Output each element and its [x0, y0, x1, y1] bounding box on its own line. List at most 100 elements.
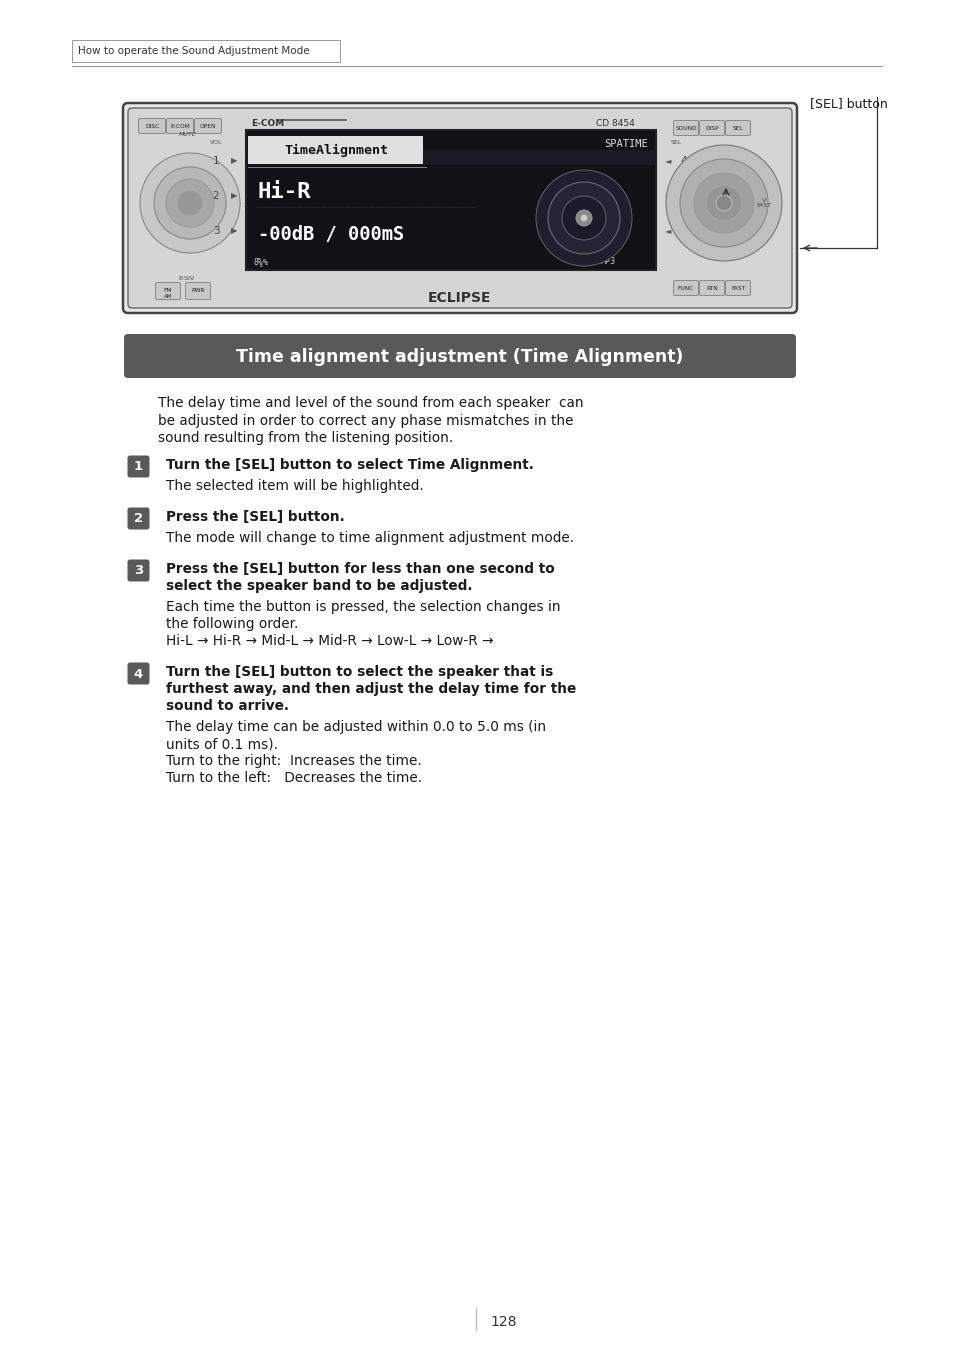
Text: 5: 5	[680, 191, 686, 201]
Text: FUNC: FUNC	[678, 286, 694, 290]
Text: The delay time can be adjusted within 0.0 to 5.0 ms (in: The delay time can be adjusted within 0.…	[166, 720, 545, 734]
Circle shape	[580, 215, 586, 221]
Text: TimeAlignment: TimeAlignment	[284, 144, 388, 157]
Text: CD 8454: CD 8454	[596, 119, 634, 129]
Text: ▶: ▶	[231, 226, 237, 236]
Text: Hi-R: Hi-R	[257, 182, 312, 202]
Text: select the speaker band to be adjusted.: select the speaker band to be adjusted.	[166, 579, 472, 593]
Text: 128: 128	[490, 1314, 516, 1329]
Text: Turn the [SEL] button to select the speaker that is: Turn the [SEL] button to select the spea…	[166, 665, 553, 679]
Text: be adjusted in order to correct any phase mismatches in the: be adjusted in order to correct any phas…	[158, 413, 573, 427]
FancyBboxPatch shape	[699, 280, 723, 295]
Text: FM: FM	[164, 289, 172, 294]
Text: DISP: DISP	[704, 126, 718, 130]
Text: 4: 4	[133, 668, 143, 680]
Text: units of 0.1 ms).: units of 0.1 ms).	[166, 737, 277, 751]
Text: 8⅝%: 8⅝%	[253, 257, 269, 267]
FancyBboxPatch shape	[138, 118, 165, 134]
Text: 1: 1	[133, 461, 143, 473]
Circle shape	[140, 153, 240, 253]
Bar	[246, 150, 656, 165]
Text: The mode will change to time alignment adjustment mode.: The mode will change to time alignment a…	[166, 531, 574, 545]
FancyBboxPatch shape	[128, 560, 150, 581]
Text: ▶: ▶	[231, 191, 237, 201]
Text: The delay time and level of the sound from each speaker  can: The delay time and level of the sound fr…	[158, 396, 583, 411]
Text: RTN: RTN	[705, 286, 717, 290]
Circle shape	[716, 195, 731, 211]
Text: ◄: ◄	[664, 191, 671, 201]
Text: sound to arrive.: sound to arrive.	[166, 699, 289, 713]
Text: SEL: SEL	[670, 140, 680, 145]
Text: OPEN: OPEN	[199, 123, 216, 129]
Text: DISC: DISC	[145, 123, 159, 129]
Circle shape	[665, 145, 781, 262]
Text: 4: 4	[680, 156, 686, 167]
Text: E-COM: E-COM	[251, 119, 284, 129]
FancyBboxPatch shape	[124, 333, 795, 378]
Text: sound resulting from the listening position.: sound resulting from the listening posit…	[158, 431, 453, 444]
Text: VOL: VOL	[210, 140, 222, 145]
Text: Hi-L → Hi-R → Mid-L → Mid-R → Low-L → Low-R →: Hi-L → Hi-R → Mid-L → Mid-R → Low-L → Lo…	[166, 634, 493, 648]
Text: SEL: SEL	[732, 126, 742, 130]
Text: AM: AM	[164, 294, 172, 298]
Text: 3: 3	[213, 226, 219, 236]
Text: ECLIPSE: ECLIPSE	[428, 291, 491, 305]
FancyBboxPatch shape	[128, 108, 791, 308]
FancyBboxPatch shape	[128, 663, 150, 684]
Text: V
FAST: V FAST	[756, 198, 771, 209]
FancyBboxPatch shape	[167, 118, 193, 134]
Text: MUTE: MUTE	[179, 131, 196, 137]
Text: -00dB / 000mS: -00dB / 000mS	[257, 225, 404, 244]
Text: furthest away, and then adjust the delay time for the: furthest away, and then adjust the delay…	[166, 682, 576, 696]
Text: How to operate the Sound Adjustment Mode: How to operate the Sound Adjustment Mode	[78, 46, 310, 57]
FancyBboxPatch shape	[246, 130, 656, 270]
FancyBboxPatch shape	[673, 121, 698, 136]
Text: 6: 6	[680, 226, 686, 236]
Text: The selected item will be highlighted.: The selected item will be highlighted.	[166, 480, 423, 493]
Text: ▶: ▶	[231, 156, 237, 165]
FancyBboxPatch shape	[673, 280, 698, 295]
FancyBboxPatch shape	[155, 282, 180, 299]
FancyBboxPatch shape	[194, 118, 221, 134]
Text: Turn the [SEL] button to select Time Alignment.: Turn the [SEL] button to select Time Ali…	[166, 458, 534, 472]
Text: Press the [SEL] button.: Press the [SEL] button.	[166, 509, 344, 524]
Circle shape	[679, 159, 767, 247]
Text: Press the [SEL] button for less than one second to: Press the [SEL] button for less than one…	[166, 562, 554, 576]
Bar	[248, 136, 422, 164]
Circle shape	[705, 186, 741, 221]
Text: Turn to the left:   Decreases the time.: Turn to the left: Decreases the time.	[166, 771, 421, 785]
Text: ◄: ◄	[664, 156, 671, 165]
FancyBboxPatch shape	[724, 121, 750, 136]
Text: Turn to the right:  Increases the time.: Turn to the right: Increases the time.	[166, 753, 421, 768]
Circle shape	[547, 182, 619, 253]
FancyBboxPatch shape	[128, 508, 150, 530]
Text: Time alignment adjustment (Time Alignment): Time alignment adjustment (Time Alignmen…	[236, 348, 683, 366]
Text: MP3: MP3	[600, 257, 616, 267]
Text: E-SIV: E-SIV	[178, 276, 193, 280]
Circle shape	[166, 179, 213, 228]
Circle shape	[536, 169, 631, 266]
Text: FAST: FAST	[730, 286, 744, 290]
Text: 1: 1	[213, 156, 219, 167]
Circle shape	[177, 190, 203, 215]
Text: 2: 2	[213, 191, 219, 201]
Text: WMA: WMA	[576, 257, 590, 267]
Circle shape	[693, 173, 753, 233]
FancyBboxPatch shape	[724, 280, 750, 295]
FancyBboxPatch shape	[185, 282, 211, 299]
FancyBboxPatch shape	[128, 455, 150, 477]
Text: SPATIME: SPATIME	[603, 140, 647, 149]
Text: [SEL] button: [SEL] button	[809, 98, 887, 110]
FancyBboxPatch shape	[123, 103, 796, 313]
Circle shape	[153, 167, 226, 238]
Text: Each time the button is pressed, the selection changes in: Each time the button is pressed, the sel…	[166, 600, 560, 614]
Text: 2: 2	[133, 512, 143, 526]
Text: ◄: ◄	[664, 226, 671, 236]
Text: E-COM: E-COM	[170, 123, 190, 129]
Text: the following order.: the following order.	[166, 617, 298, 631]
Text: 3: 3	[133, 565, 143, 577]
Circle shape	[561, 196, 605, 240]
Text: SOUND: SOUND	[675, 126, 696, 130]
FancyBboxPatch shape	[71, 41, 339, 62]
FancyBboxPatch shape	[699, 121, 723, 136]
